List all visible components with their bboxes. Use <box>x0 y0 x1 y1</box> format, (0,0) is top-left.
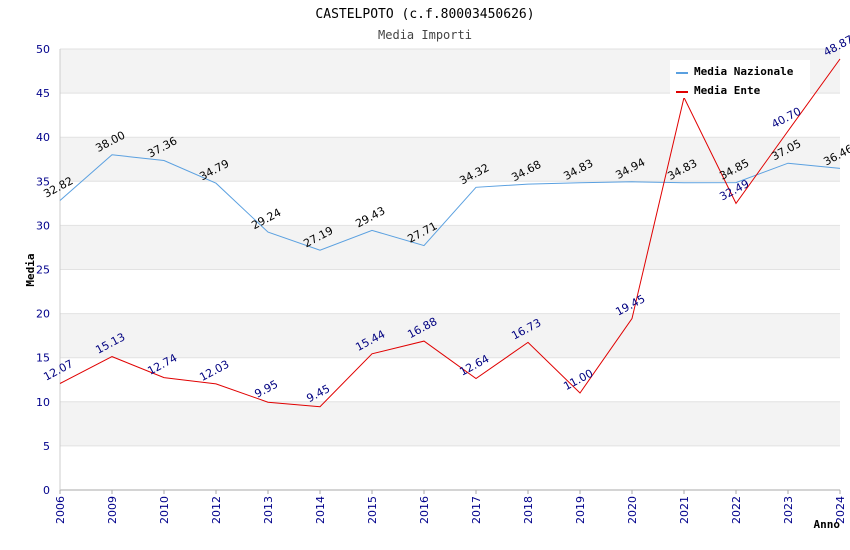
grid-band <box>60 445 840 490</box>
y-tick-label: 0 <box>43 484 50 497</box>
y-tick-label: 30 <box>36 219 50 232</box>
legend-background <box>670 60 810 98</box>
y-tick-label: 5 <box>43 440 50 453</box>
x-tick-label: 2022 <box>730 496 743 524</box>
x-tick-label: 2017 <box>470 496 483 524</box>
x-tick-label: 2018 <box>522 496 535 524</box>
y-tick-label: 35 <box>36 175 50 188</box>
series-lines <box>59 58 841 408</box>
x-tick-label: 2019 <box>574 496 587 524</box>
grid-bands <box>60 49 840 490</box>
y-axis-title: Media <box>24 253 37 286</box>
x-tick-label: 2020 <box>626 496 639 524</box>
y-tick-label: 50 <box>36 43 50 56</box>
x-tick-label: 2010 <box>158 496 171 524</box>
x-tick-label: 2012 <box>210 496 223 524</box>
x-tick-label: 2009 <box>106 496 119 524</box>
y-tick-label: 20 <box>36 308 50 321</box>
y-tick-label: 15 <box>36 352 50 365</box>
series-line-ente <box>59 58 841 408</box>
y-tick-label: 45 <box>36 87 50 100</box>
series-line-nazionale <box>59 154 841 251</box>
chart-title: CASTELPOTO (c.f.80003450626) <box>315 7 534 22</box>
x-tick-label: 2015 <box>366 496 379 524</box>
x-tick-label: 2023 <box>782 496 795 524</box>
x-tick-label: 2021 <box>678 496 691 524</box>
legend-label-ente: Media Ente <box>694 84 761 97</box>
grid-band <box>60 401 840 446</box>
chart-subtitle: Media Importi <box>378 28 472 42</box>
grid-band <box>60 181 840 226</box>
legend: Media Nazionale Media Ente <box>670 60 810 98</box>
grid-band <box>60 93 840 138</box>
grid-band <box>60 137 840 182</box>
y-tick-labels: 0 5 10 15 20 25 30 35 40 45 50 <box>36 43 50 497</box>
grid-band <box>60 313 840 358</box>
y-tick-label: 25 <box>36 264 50 277</box>
x-tick-label: 2024 <box>834 496 847 524</box>
y-tick-label: 10 <box>36 396 50 409</box>
x-tick-label: 2014 <box>314 496 327 524</box>
grid-band <box>60 269 840 314</box>
grid-band <box>60 357 840 402</box>
x-tick-labels: 2006 2009 2010 2012 2013 2014 2015 2016 2017 2018… <box>54 490 847 524</box>
x-tick-label: 2016 <box>418 496 431 524</box>
x-axis-title: Anno <box>814 518 841 531</box>
x-tick-label: 2006 <box>54 496 67 524</box>
grid-band <box>60 225 840 270</box>
legend-label-nazionale: Media Nazionale <box>694 65 794 78</box>
x-tick-label: 2013 <box>262 496 275 524</box>
y-tick-label: 40 <box>36 131 50 144</box>
